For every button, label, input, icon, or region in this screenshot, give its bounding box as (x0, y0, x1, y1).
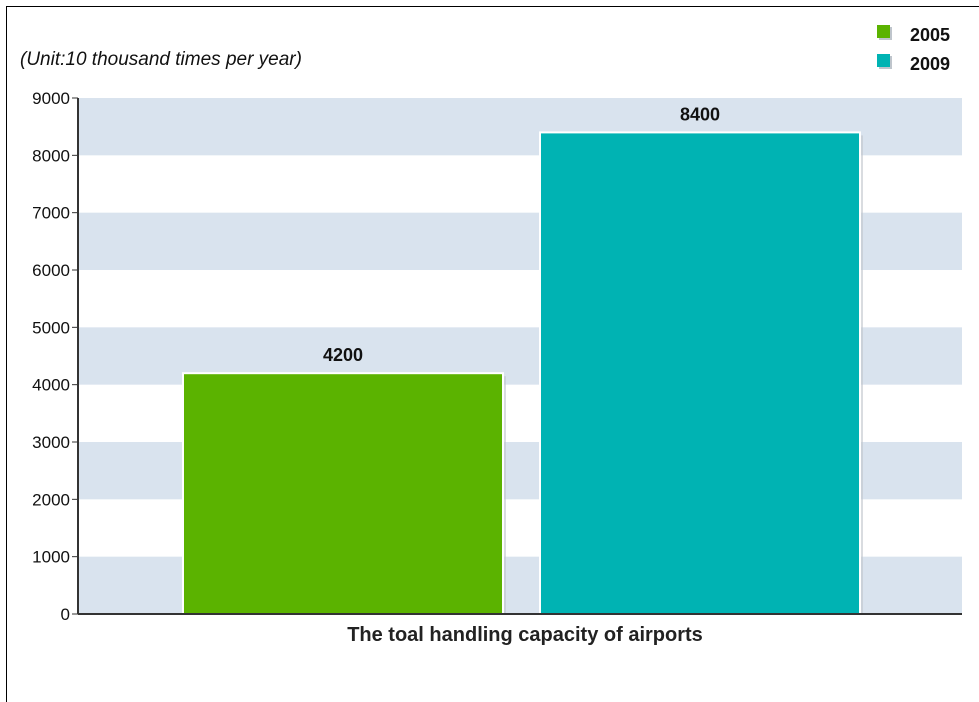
y-tick-label: 5000 (32, 318, 70, 337)
bar-2005 (182, 372, 504, 616)
data-label-2005: 4200 (323, 345, 363, 365)
y-tick-label: 1000 (32, 548, 70, 567)
x-axis-label: The toal handling capacity of airports (347, 624, 703, 646)
bar-2009 (539, 131, 861, 615)
y-tick-label: 8000 (32, 146, 70, 165)
chart-frame (6, 6, 979, 702)
legend-label-2009: 2009 (910, 54, 950, 74)
y-tick-label: 6000 (32, 261, 70, 280)
y-tick-label: 9000 (32, 89, 70, 108)
legend-swatch-2009 (877, 54, 890, 67)
y-tick-label: 0 (61, 605, 70, 624)
y-axis-ticks: 0 1000 2000 3000 4000 5000 6000 7000 8000 9000 (32, 89, 78, 624)
y-tick-label: 3000 (32, 433, 70, 452)
y-tick-label: 7000 (32, 204, 70, 223)
legend-swatch-2005 (877, 25, 890, 38)
y-tick-label: 4000 (32, 376, 70, 395)
bars: 4200 8400 (182, 104, 863, 616)
data-label-2009: 8400 (680, 104, 720, 124)
legend-label-2005: 2005 (910, 25, 950, 45)
legend: 2005 2009 (877, 25, 950, 74)
unit-note: (Unit:10 thousand times per year) (20, 49, 302, 70)
y-tick-label: 2000 (32, 490, 70, 509)
